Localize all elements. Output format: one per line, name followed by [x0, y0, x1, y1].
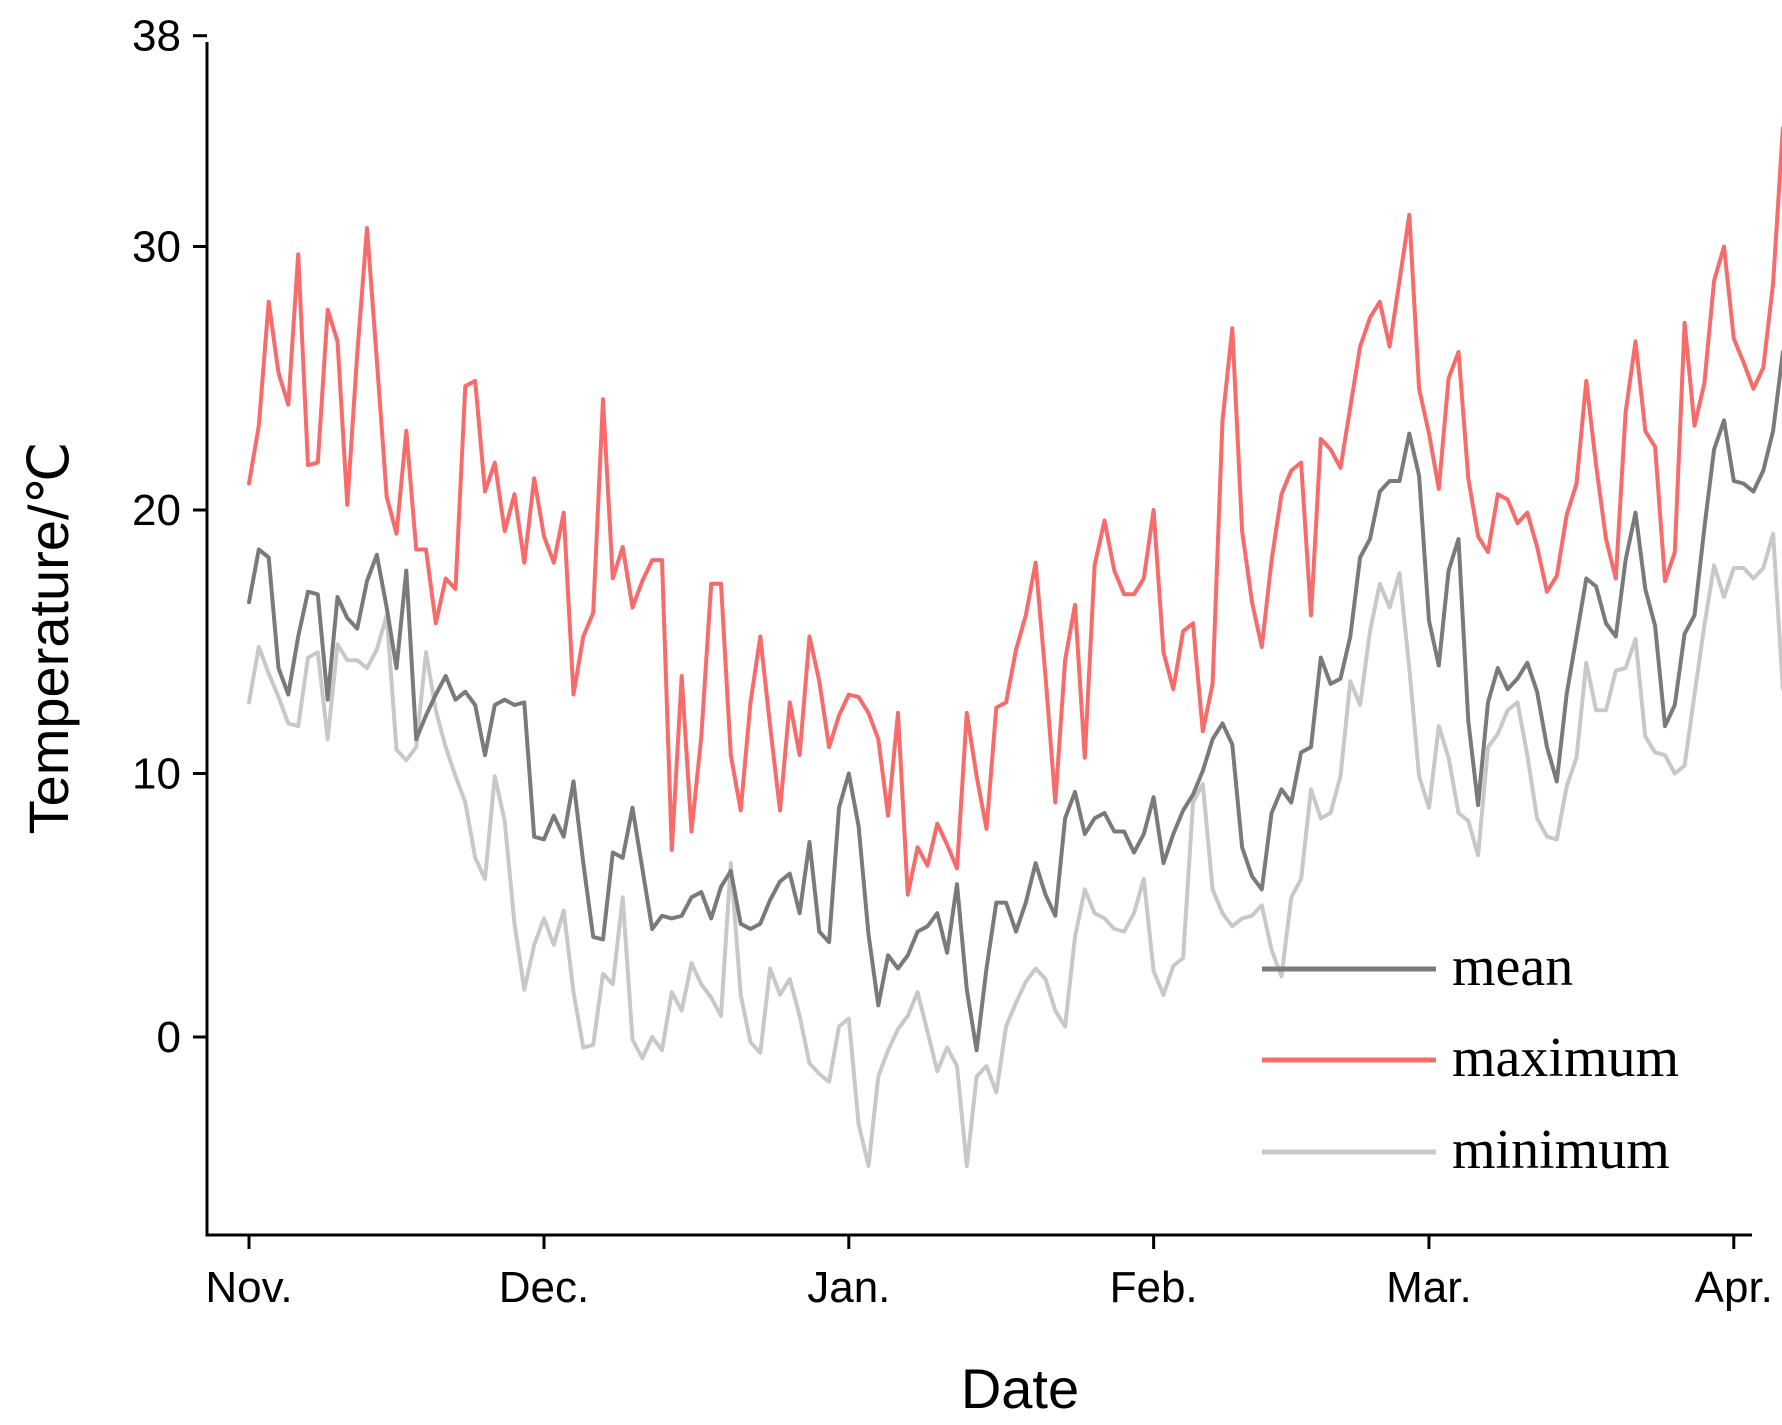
x-tick-label: Dec. — [499, 1263, 589, 1312]
x-tick-label: Apr. — [1695, 1263, 1773, 1312]
x-ticks: Nov. Dec. Jan. Feb. Mar. Apr. — [205, 1235, 1773, 1312]
y-ticks: 0 10 20 30 38 — [132, 12, 207, 1062]
series-line-mean — [247, 350, 1782, 1053]
x-tick-label: Nov. — [205, 1263, 292, 1312]
y-axis-title: Temperature/℃ — [17, 442, 80, 835]
x-tick-label: Jan. — [807, 1263, 890, 1312]
series-group — [247, 126, 1782, 1169]
y-tick-label: 20 — [132, 486, 181, 535]
x-axis-title: Date — [961, 1357, 1079, 1420]
series-line-maximum — [247, 126, 1782, 897]
series-line-minimum — [247, 531, 1782, 1169]
y-tick-label: 30 — [132, 223, 181, 272]
legend: mean maximum minimum — [1262, 936, 1679, 1181]
y-tick-label: 38 — [132, 12, 181, 61]
legend-label-mean: mean — [1452, 936, 1573, 998]
x-tick-label: Feb. — [1110, 1263, 1198, 1312]
legend-label-minimum: minimum — [1452, 1119, 1670, 1181]
x-tick-label: Mar. — [1386, 1263, 1472, 1312]
legend-label-maximum: maximum — [1452, 1027, 1679, 1089]
y-tick-label: 10 — [132, 750, 181, 799]
y-tick-label: 0 — [157, 1013, 181, 1062]
